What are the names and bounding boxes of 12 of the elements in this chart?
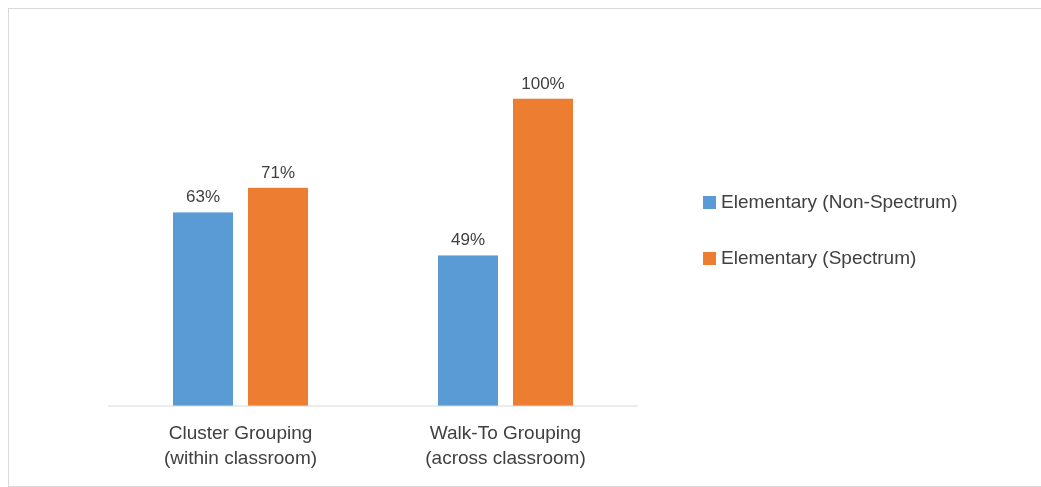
bar bbox=[173, 212, 233, 406]
legend-label: Elementary (Non-Spectrum) bbox=[721, 191, 958, 212]
data-label: 49% bbox=[450, 230, 486, 250]
data-label: 63% bbox=[185, 187, 221, 207]
x-tick-label: Cluster Grouping (within classroom) bbox=[163, 422, 318, 468]
bar bbox=[438, 255, 498, 406]
data-label: 71% bbox=[260, 162, 296, 182]
bar bbox=[513, 98, 573, 406]
bar bbox=[248, 187, 308, 406]
legend-label: Elementary (Spectrum) bbox=[721, 247, 917, 268]
x-tick-label: Walk-To Grouping (across classroom) bbox=[425, 422, 586, 468]
data-label: 100% bbox=[521, 73, 565, 93]
